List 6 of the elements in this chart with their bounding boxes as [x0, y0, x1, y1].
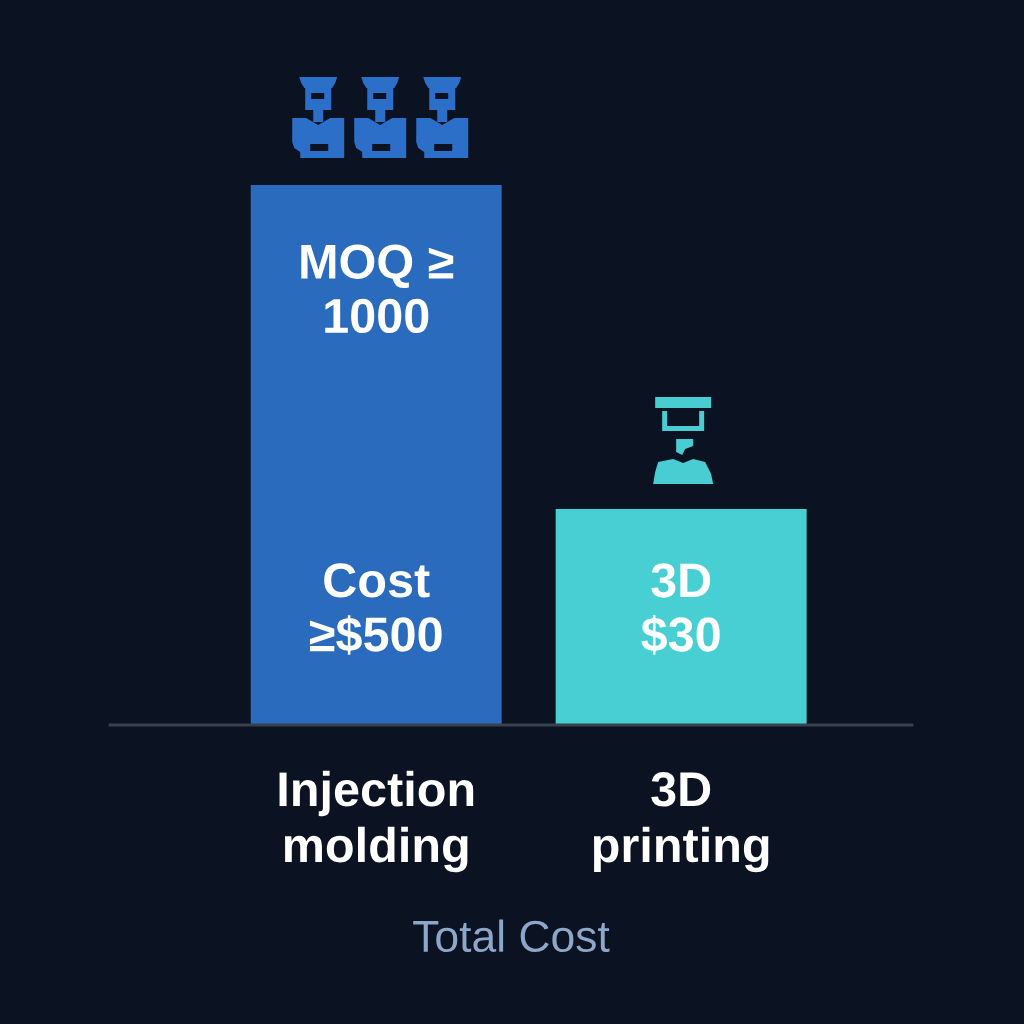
x-tick-label: Injection molding [279, 770, 474, 873]
annotation: MOQ ≥ 1000 [301, 244, 454, 334]
x-tick-label: 3D printing [593, 772, 769, 873]
x-axis-title: Total Cost [413, 919, 610, 953]
annotation: 3D $30 [641, 563, 720, 655]
annotation: Cost ≥$500 [309, 563, 442, 655]
